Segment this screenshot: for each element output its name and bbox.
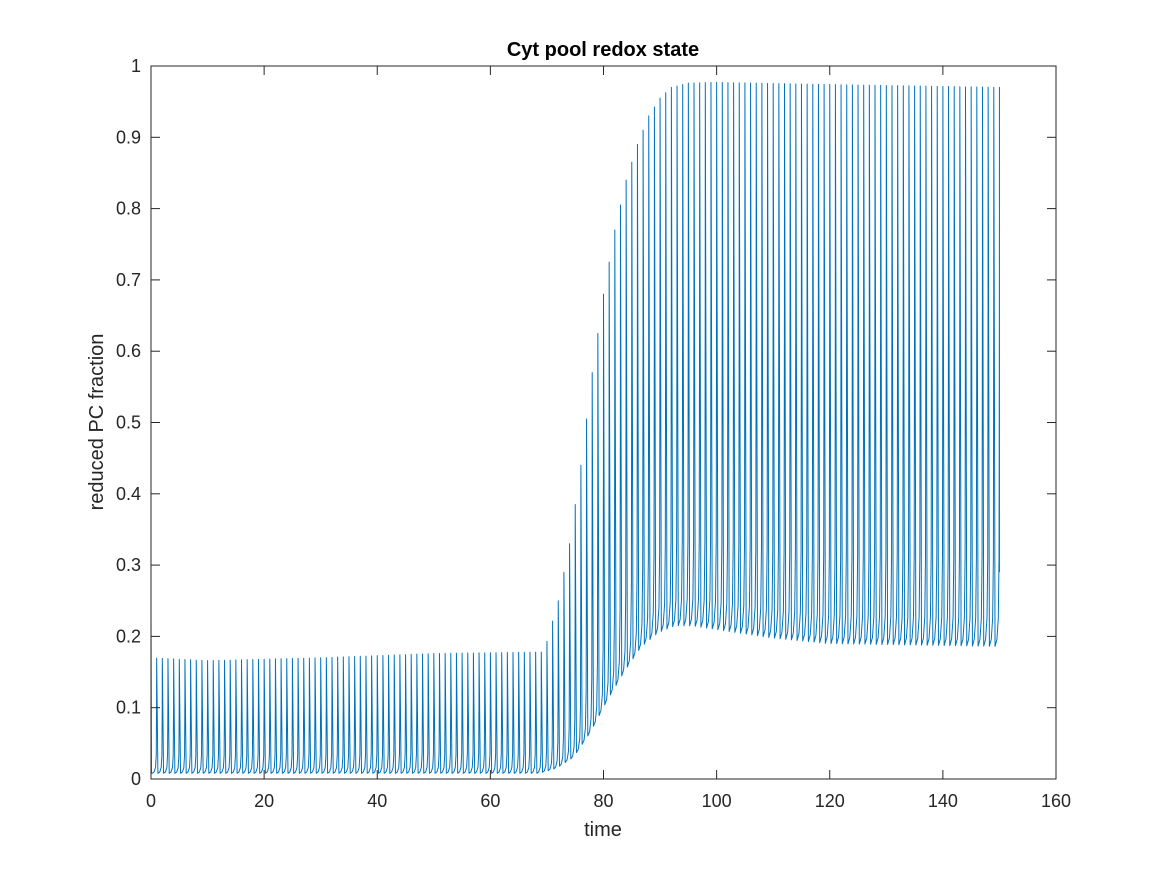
x-tick-label: 100 bbox=[702, 791, 732, 811]
y-tick-label: 0.7 bbox=[116, 270, 141, 290]
y-tick-label: 0.6 bbox=[116, 341, 141, 361]
x-tick-label: 160 bbox=[1041, 791, 1071, 811]
x-tick-label: 20 bbox=[254, 791, 274, 811]
x-tick-label: 80 bbox=[593, 791, 613, 811]
series-layer bbox=[150, 81, 1000, 774]
x-tick-label: 140 bbox=[928, 791, 958, 811]
series-line bbox=[150, 81, 1000, 774]
y-tick-label: 0.3 bbox=[116, 555, 141, 575]
y-axis-label: reduced PC fraction bbox=[86, 334, 108, 511]
y-tick-label: 0.4 bbox=[116, 484, 141, 504]
y-tick-label: 1 bbox=[131, 56, 141, 76]
x-tick-label: 0 bbox=[146, 791, 156, 811]
y-tick-label: 0.2 bbox=[116, 626, 141, 646]
x-axis-ticks: 0 20 40 60 80 100 120 140 160 bbox=[146, 66, 1071, 811]
y-axis-ticks: 0 0.1 0.2 0.3 0.4 0.5 0.6 0.7 0.8 0.9 1 bbox=[116, 56, 1056, 789]
y-tick-label: 0.1 bbox=[116, 698, 141, 718]
y-tick-label: 0.9 bbox=[116, 127, 141, 147]
y-tick-label: 0.8 bbox=[116, 199, 141, 219]
chart-title: Cyt pool redox state bbox=[507, 39, 699, 61]
x-tick-label: 120 bbox=[815, 791, 845, 811]
x-tick-label: 40 bbox=[367, 791, 387, 811]
y-tick-label: 0 bbox=[131, 769, 141, 789]
x-axis-label: time bbox=[584, 819, 622, 841]
y-tick-label: 0.5 bbox=[116, 413, 141, 433]
x-tick-label: 60 bbox=[480, 791, 500, 811]
